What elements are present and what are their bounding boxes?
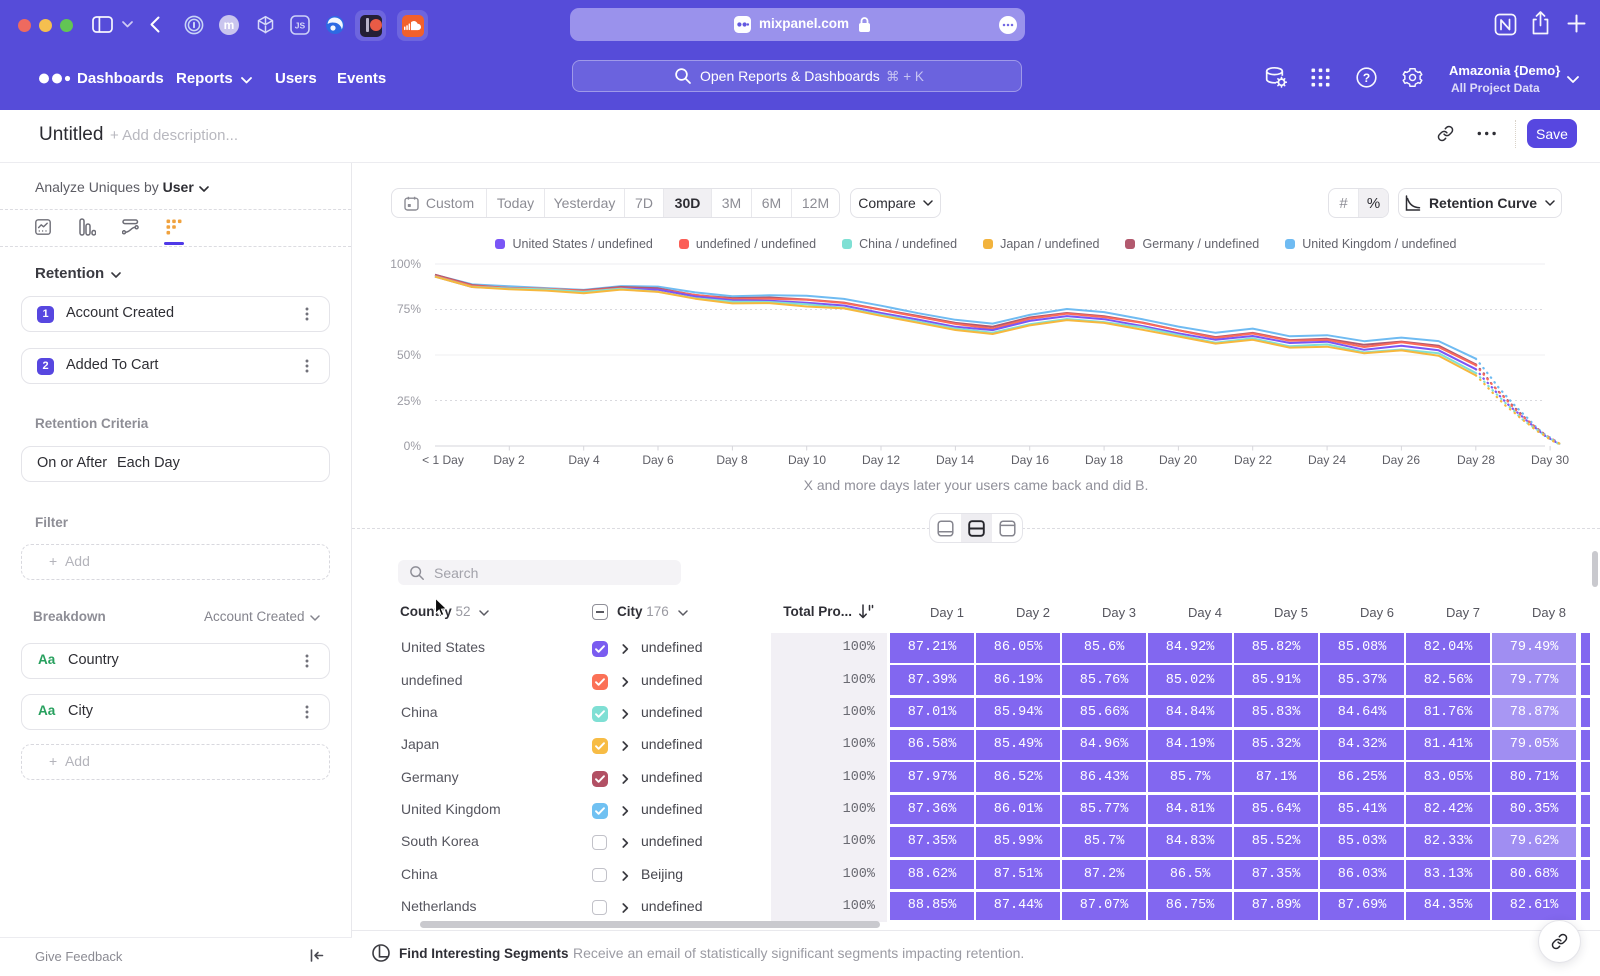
svg-text:JS: JS (295, 21, 306, 31)
svg-text:?: ? (1363, 71, 1370, 85)
